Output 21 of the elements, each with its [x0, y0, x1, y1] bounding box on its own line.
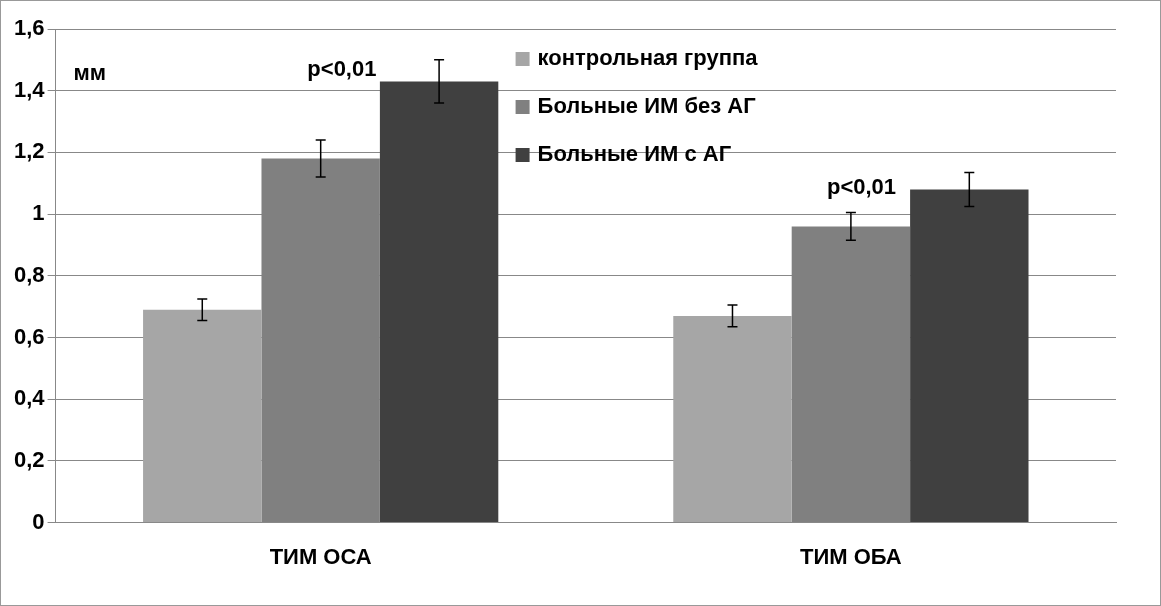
annotation: p<0,01 [307, 55, 377, 81]
y-tick-label: 0 [32, 508, 45, 534]
y-tick-label: 0,4 [13, 385, 46, 411]
y-tick-label: 0,6 [13, 323, 45, 349]
legend-label: Больные ИМ без АГ [537, 93, 757, 119]
legend-label: контрольная группа [537, 45, 759, 71]
bar [143, 309, 262, 523]
y-tick-label: 0,2 [13, 446, 45, 472]
bar [379, 81, 499, 523]
bar [910, 189, 1029, 523]
annotation: p<0,01 [826, 174, 897, 200]
y-tick-label: 1,6 [13, 15, 45, 41]
y-axis-title: мм [73, 60, 107, 86]
x-tick-label: ТИМ ОБА [800, 543, 902, 569]
y-tick-label: 1 [32, 200, 45, 226]
legend-label: Больные ИМ с АГ [537, 141, 732, 167]
y-tick-label: 1,2 [13, 138, 45, 164]
y-tick-label: 0,8 [13, 261, 45, 287]
y-tick-label: 1,4 [13, 76, 46, 102]
x-tick-label: ТИМ ОСА [269, 543, 372, 569]
bar [673, 315, 792, 523]
